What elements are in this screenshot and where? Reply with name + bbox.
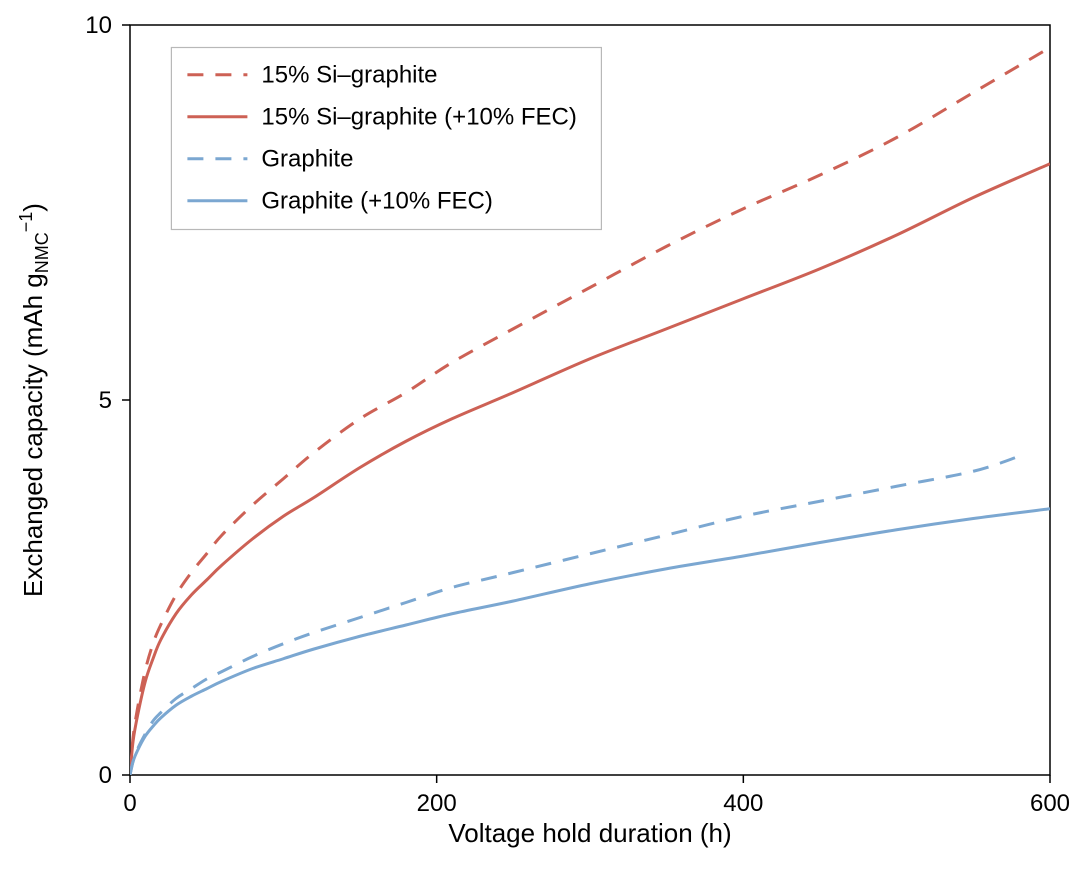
- legend-label-si_graphite: 15% Si–graphite: [261, 61, 437, 88]
- x-tick-label: 400: [723, 790, 763, 817]
- legend: 15% Si–graphite 15% Si–graphite (+10% FEC…: [171, 48, 601, 230]
- y-tick-label: 0: [99, 762, 112, 789]
- y-tick-label: 10: [85, 12, 112, 39]
- x-tick-label: 600: [1030, 790, 1070, 817]
- line-chart: 02004006000510Voltage hold duration (h)E…: [0, 0, 1080, 870]
- legend-label-si_graphite_fec: 15% Si–graphite (+10% FEC): [261, 103, 577, 130]
- x-tick-label: 200: [417, 790, 457, 817]
- x-axis-label: Voltage hold duration (h): [448, 818, 731, 848]
- y-tick-label: 5: [99, 387, 112, 414]
- legend-label-graphite: Graphite: [261, 145, 353, 172]
- chart-container: 02004006000510Voltage hold duration (h)E…: [0, 0, 1080, 870]
- x-tick-label: 0: [123, 790, 136, 817]
- legend-label-graphite_fec: Graphite (+10% FEC): [261, 187, 492, 214]
